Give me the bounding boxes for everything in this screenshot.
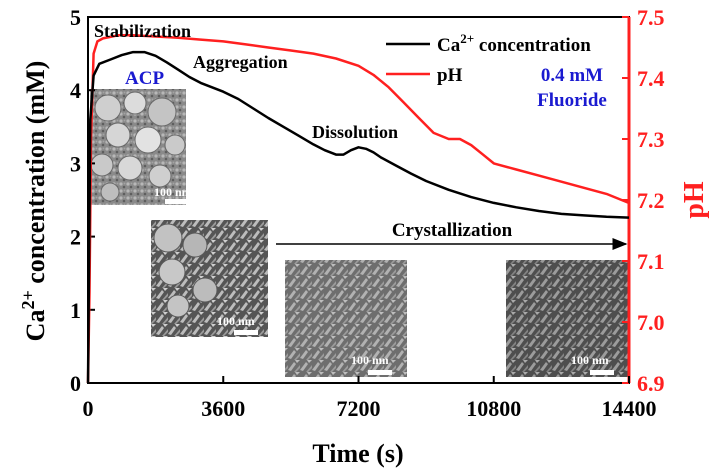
x-axis-title: Time (s) bbox=[312, 439, 403, 468]
y-left-tick-label: 5 bbox=[70, 5, 81, 30]
y-left-axis-title: Ca2+ concentration (mM) bbox=[18, 61, 50, 342]
sem-image-dissolution bbox=[285, 260, 407, 377]
y-left-tick-label: 4 bbox=[70, 78, 81, 103]
y-right-tick-label: 7.1 bbox=[637, 249, 665, 274]
scale-bar-label-dissolution: 100 nm bbox=[351, 353, 389, 367]
stage-label-acp: ACP bbox=[125, 68, 164, 89]
stage-label-dissolution: Dissolution bbox=[312, 122, 398, 142]
ph-series-line bbox=[86, 34, 630, 384]
legend-ph-label: pH bbox=[437, 65, 463, 86]
y-left-title-sup: 2+ bbox=[18, 290, 38, 309]
y-left-tick-label: 1 bbox=[70, 298, 81, 323]
sem-image-crystallization bbox=[506, 260, 629, 377]
x-axis: 0 3600 7200 10800 14400 bbox=[83, 376, 657, 421]
condition-note-line-2: Fluoride bbox=[537, 90, 607, 111]
x-tick-label: 7200 bbox=[337, 396, 381, 421]
legend: Ca2+ concentration pH bbox=[386, 31, 591, 86]
y-left-title-suffix: concentration (mM) bbox=[21, 61, 50, 291]
ca-series-line bbox=[86, 50, 630, 384]
x-tick-label: 3600 bbox=[201, 396, 245, 421]
legend-ca-suffix: concentration bbox=[474, 35, 591, 56]
y-right-tick-label: 7.3 bbox=[637, 127, 665, 152]
y-right-tick-label: 7.4 bbox=[637, 66, 665, 91]
legend-ca-prefix: Ca bbox=[437, 35, 461, 56]
y-left-tick-label: 3 bbox=[70, 151, 81, 176]
y-left-title-prefix: Ca bbox=[21, 310, 50, 342]
scale-bar-label-aggregation: 100 nm bbox=[217, 314, 255, 328]
x-tick-label: 14400 bbox=[602, 396, 657, 421]
y-right-axis-title: pH bbox=[679, 181, 710, 219]
right-axis: 6.9 7.0 7.1 7.2 7.3 7.4 7.5 bbox=[622, 5, 665, 396]
sem-image-aggregation bbox=[151, 220, 268, 337]
x-tick-label: 10800 bbox=[466, 396, 521, 421]
stage-label-crystallization: Crystallization bbox=[392, 220, 513, 241]
scale-bar-label-crystallization: 100 nm bbox=[571, 353, 609, 367]
x-tick-label: 0 bbox=[83, 396, 94, 421]
y-right-tick-label: 6.9 bbox=[637, 371, 665, 396]
y-right-tick-label: 7.0 bbox=[637, 310, 665, 335]
condition-note-line-1: 0.4 mM bbox=[541, 65, 603, 86]
y-left-tick-label: 0 bbox=[70, 371, 81, 396]
y-right-tick-label: 7.5 bbox=[637, 5, 665, 30]
y-left-tick-label: 2 bbox=[70, 225, 81, 250]
stage-label-aggregation: Aggregation bbox=[193, 52, 288, 72]
scale-bar-label-acp: 100 nm bbox=[154, 185, 192, 199]
legend-ca-sup: 2+ bbox=[460, 31, 474, 46]
legend-ca-label: Ca2+ concentration bbox=[437, 31, 591, 56]
y-right-tick-label: 7.2 bbox=[637, 188, 665, 213]
stage-label-stabilization: Stabilization bbox=[94, 21, 191, 41]
